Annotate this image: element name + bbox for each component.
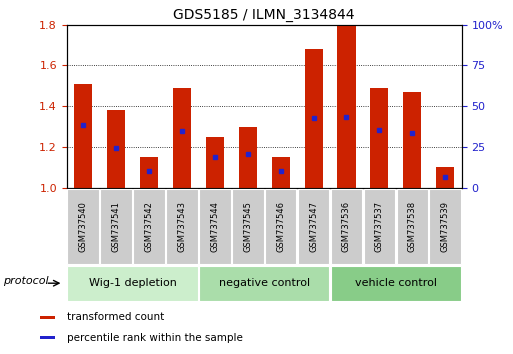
Bar bbox=[40, 336, 55, 339]
Text: protocol: protocol bbox=[3, 276, 49, 286]
Text: GSM737540: GSM737540 bbox=[78, 201, 88, 252]
Text: GSM737543: GSM737543 bbox=[177, 201, 186, 252]
Text: percentile rank within the sample: percentile rank within the sample bbox=[67, 332, 243, 343]
Text: GSM737542: GSM737542 bbox=[145, 201, 153, 252]
FancyBboxPatch shape bbox=[397, 189, 428, 264]
FancyBboxPatch shape bbox=[331, 266, 461, 301]
FancyBboxPatch shape bbox=[232, 189, 264, 264]
FancyBboxPatch shape bbox=[265, 189, 297, 264]
FancyBboxPatch shape bbox=[166, 189, 198, 264]
Text: Wig-1 depletion: Wig-1 depletion bbox=[89, 278, 176, 288]
Text: GSM737539: GSM737539 bbox=[441, 201, 450, 252]
Text: vehicle control: vehicle control bbox=[355, 278, 437, 288]
Text: GSM737547: GSM737547 bbox=[309, 201, 318, 252]
Bar bbox=[338, 25, 356, 188]
Text: transformed count: transformed count bbox=[67, 312, 165, 322]
FancyBboxPatch shape bbox=[199, 266, 329, 301]
FancyBboxPatch shape bbox=[298, 189, 329, 264]
Bar bbox=[403, 92, 421, 188]
Text: GSM737546: GSM737546 bbox=[276, 201, 285, 252]
FancyBboxPatch shape bbox=[429, 189, 461, 264]
Text: GSM737537: GSM737537 bbox=[375, 201, 384, 252]
FancyBboxPatch shape bbox=[133, 189, 165, 264]
Text: GSM737545: GSM737545 bbox=[243, 201, 252, 252]
Bar bbox=[40, 316, 55, 319]
Bar bbox=[74, 84, 92, 188]
Text: negative control: negative control bbox=[219, 278, 310, 288]
FancyBboxPatch shape bbox=[67, 189, 99, 264]
Bar bbox=[239, 127, 257, 188]
FancyBboxPatch shape bbox=[364, 189, 395, 264]
FancyBboxPatch shape bbox=[199, 189, 231, 264]
Text: GSM737544: GSM737544 bbox=[210, 201, 220, 252]
Text: GSM737541: GSM737541 bbox=[111, 201, 121, 252]
Bar bbox=[173, 88, 191, 188]
Bar bbox=[271, 157, 290, 188]
Bar bbox=[436, 167, 455, 188]
Bar bbox=[370, 88, 388, 188]
Bar bbox=[140, 157, 158, 188]
Title: GDS5185 / ILMN_3134844: GDS5185 / ILMN_3134844 bbox=[173, 8, 355, 22]
FancyBboxPatch shape bbox=[100, 189, 132, 264]
Text: GSM737538: GSM737538 bbox=[408, 201, 417, 252]
Bar bbox=[206, 137, 224, 188]
FancyBboxPatch shape bbox=[331, 189, 362, 264]
Bar bbox=[305, 49, 323, 188]
Text: GSM737536: GSM737536 bbox=[342, 201, 351, 252]
FancyBboxPatch shape bbox=[67, 266, 198, 301]
Bar bbox=[107, 110, 125, 188]
